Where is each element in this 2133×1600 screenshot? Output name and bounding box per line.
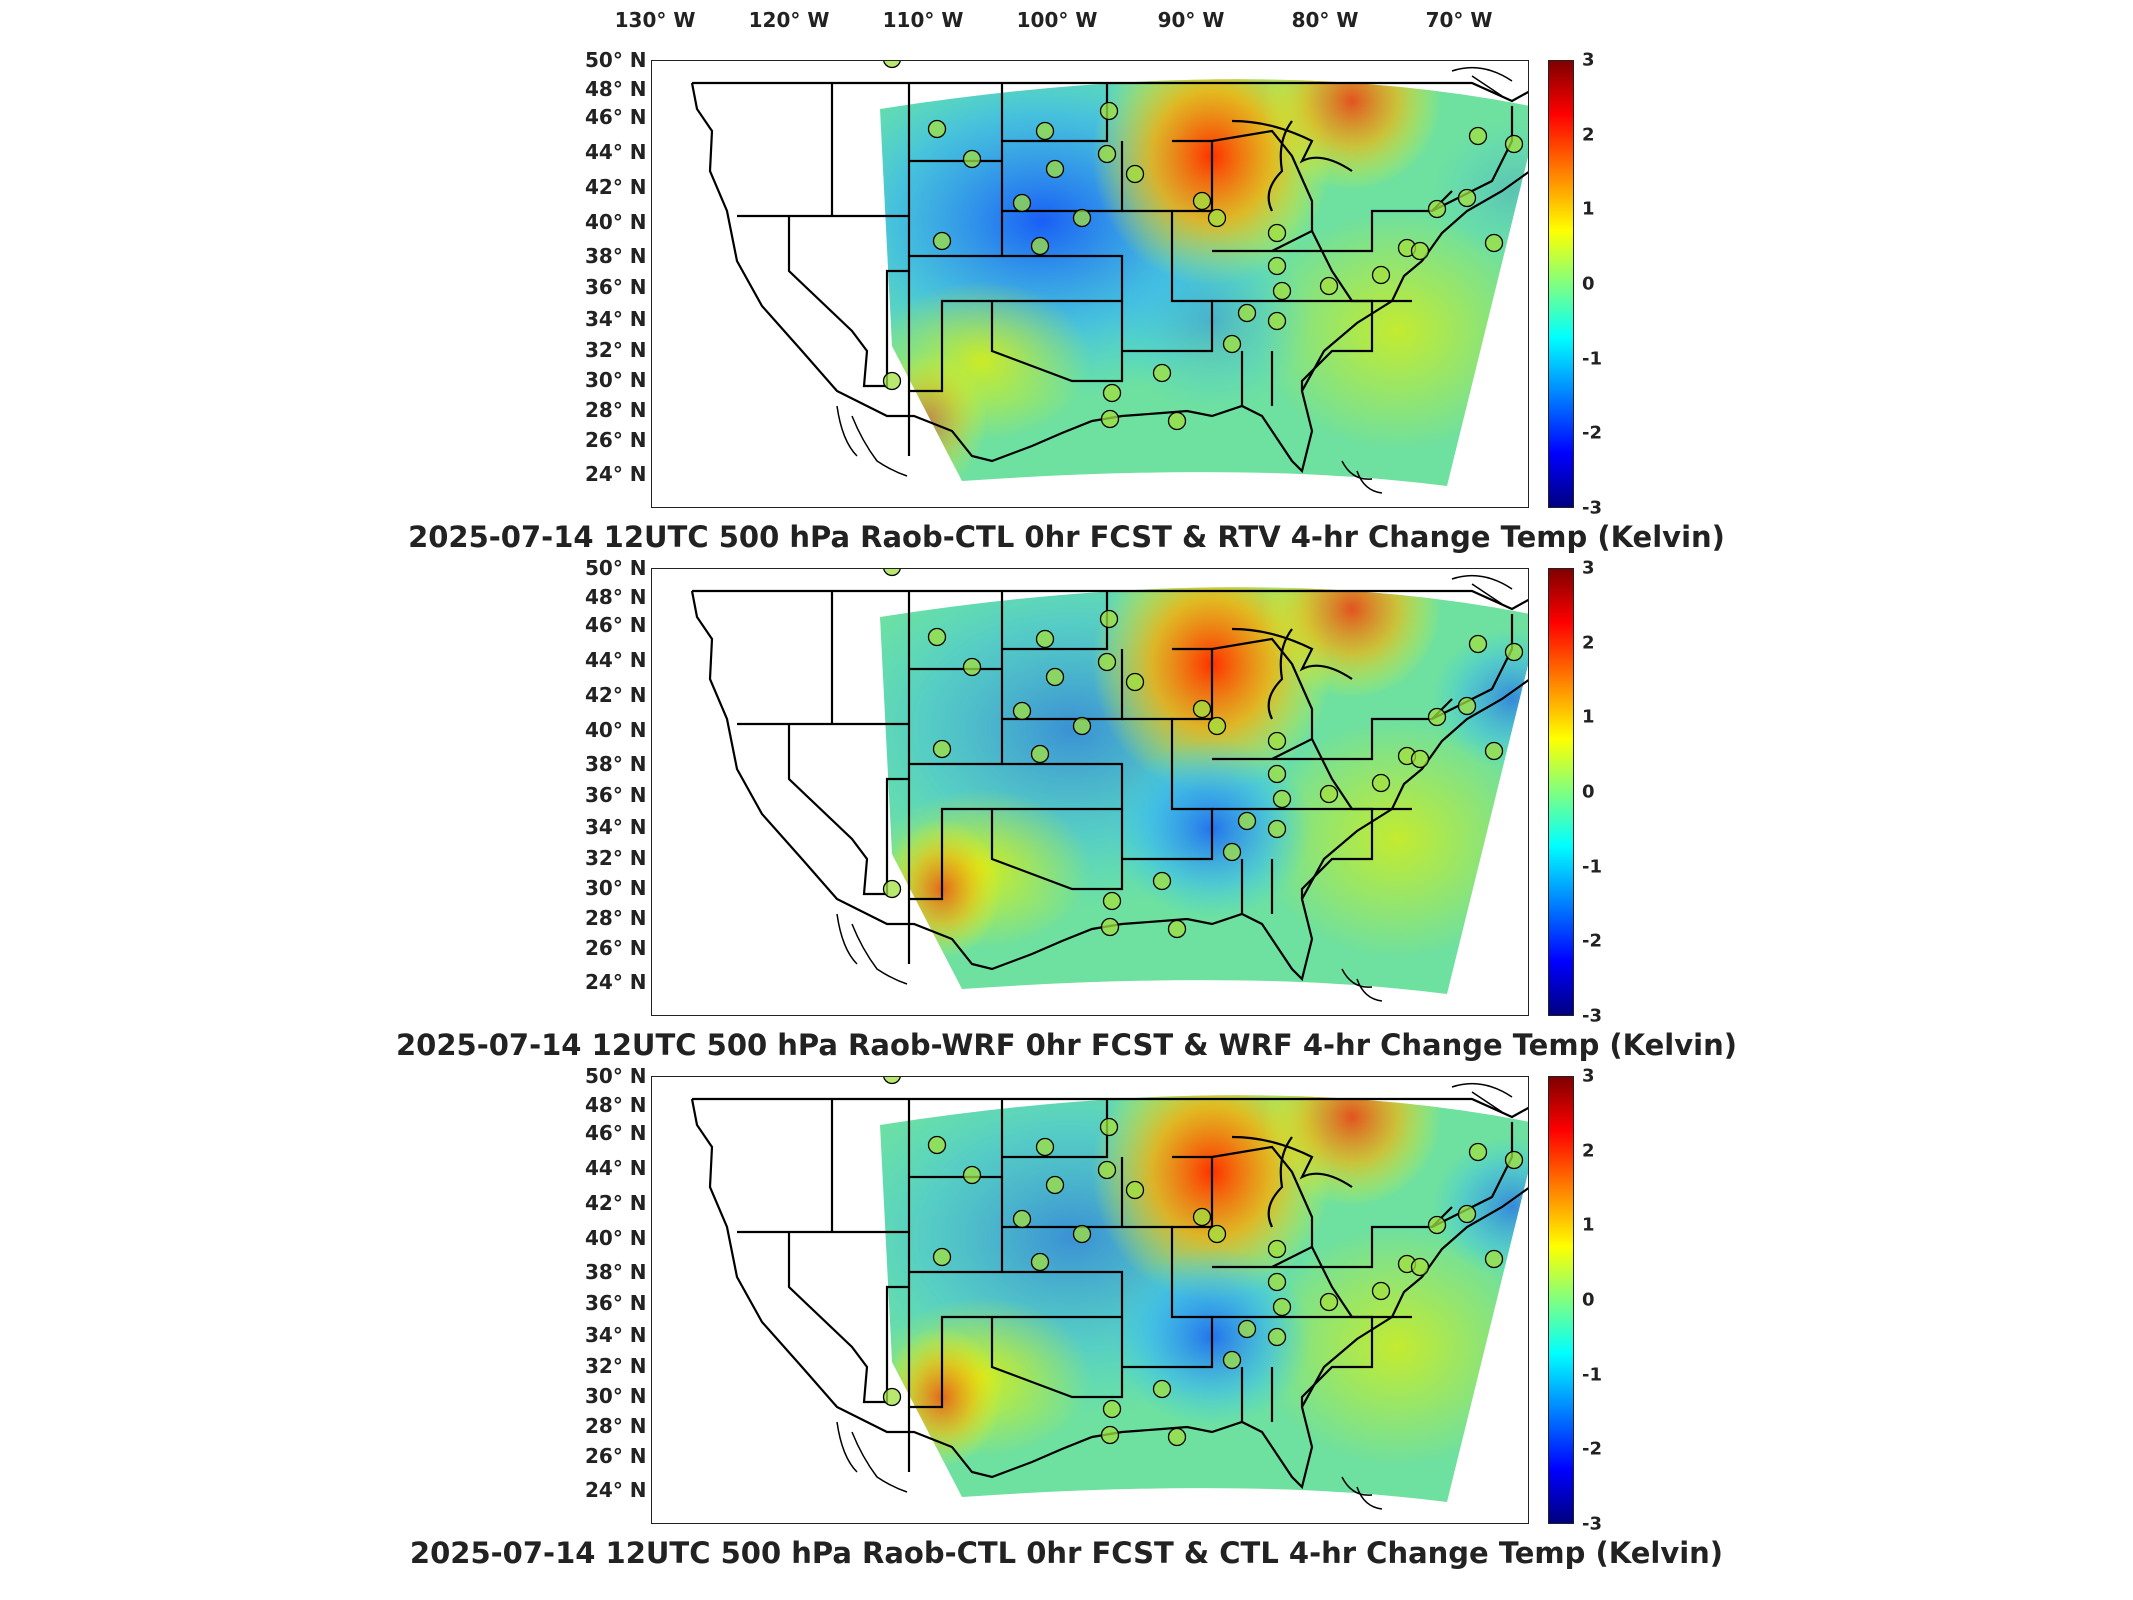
colorbar-tick: 1 [1582,1214,1595,1236]
lat-tick: 34° N [585,815,647,839]
lat-tick: 26° N [585,1444,647,1468]
lat-tick: 42° N [585,1191,647,1215]
map-canvas [690,1077,1528,1510]
lat-tick: 36° N [585,783,647,807]
lat-tick: 40° N [585,718,647,742]
colorbar-tick: -1 [1582,856,1602,878]
lat-tick: 30° N [585,1384,647,1408]
map-panel-1: 50° N 48° N 46° N 44° N 42° N 40° N 38° N 36° N… [0,48,2133,570]
colorbar-tick: 0 [1582,1289,1595,1311]
lat-tick: 44° N [585,1156,647,1180]
lat-tick: 34° N [585,307,647,331]
raob-stations [882,1077,1524,1447]
colorbar-tick: 3 [1582,1065,1595,1087]
colorbar-tick: -2 [1582,930,1602,952]
lat-tick: 34° N [585,1323,647,1347]
lat-tick: 30° N [585,368,647,392]
longitude-axis: 130° W 120° W 110° W 100° W 90° W 80° W … [0,0,2133,40]
lat-tick: 30° N [585,876,647,900]
lon-tick: 130° W [614,8,696,32]
colorbar-tick: -3 [1582,497,1602,519]
colorbar [1548,568,1574,1016]
lat-tick: 42° N [585,683,647,707]
lat-tick: 28° N [585,398,647,422]
colorbar-tick: 2 [1582,1140,1595,1162]
lat-tick: 50° N [585,48,647,72]
lon-tick: 110° W [882,8,964,32]
temperature-map [651,1076,1529,1524]
coastline-islands [836,574,1513,1002]
lat-tick: 28° N [585,906,647,930]
lat-tick: 40° N [585,210,647,234]
lat-tick: 24° N [585,462,647,486]
colorbar-tick: 3 [1582,557,1595,579]
lat-tick: 50° N [585,556,647,580]
state-boundaries [690,1097,1528,1490]
lat-tick: 24° N [585,970,647,994]
lat-tick: 44° N [585,140,647,164]
colorbar-tick: 0 [1582,781,1595,803]
lat-tick: 24° N [585,1478,647,1502]
lat-tick: 42° N [585,175,647,199]
lat-tick: 50° N [585,1064,647,1088]
raob-stations [882,61,1524,431]
lat-tick: 46° N [585,1121,647,1145]
map-canvas [690,569,1528,1002]
lat-tick: 36° N [585,1291,647,1315]
colorbar-tick: -1 [1582,348,1602,370]
lat-tick: 40° N [585,1226,647,1250]
temperature-map [651,568,1529,1016]
lat-tick: 48° N [585,77,647,101]
lat-tick: 44° N [585,648,647,672]
lon-tick: 70° W [1425,8,1493,32]
colorbar-tick: 2 [1582,632,1595,654]
temperature-map [651,60,1529,508]
colorbar [1548,1076,1574,1524]
colorbar-tick: -1 [1582,1364,1602,1386]
lat-tick: 32° N [585,338,647,362]
lat-tick: 46° N [585,613,647,637]
lat-tick: 46° N [585,105,647,129]
panel-title: 2025-07-14 12UTC 500 hPa Raob-CTL 0hr FC… [408,520,1725,554]
colorbar-tick: 0 [1582,273,1595,295]
lon-tick: 120° W [748,8,830,32]
lat-tick: 38° N [585,1260,647,1284]
colorbar-tick: -3 [1582,1513,1602,1535]
panel-title: 2025-07-14 12UTC 500 hPa Raob-WRF 0hr FC… [395,1028,1737,1062]
map-panel-3: 50° N 48° N 46° N 44° N 42° N 40° N 38° N 36° N… [0,1064,2133,1586]
state-boundaries [690,81,1528,474]
colorbar [1548,60,1574,508]
colorbar-tick: 1 [1582,706,1595,728]
map-panel-2: 50° N 48° N 46° N 44° N 42° N 40° N 38° N 36° N… [0,556,2133,1078]
lat-tick: 36° N [585,275,647,299]
colorbar-tick: -2 [1582,422,1602,444]
raob-stations [882,569,1524,939]
colorbar-tick: -2 [1582,1438,1602,1460]
colorbar-tick: 1 [1582,198,1595,220]
state-boundaries [690,589,1528,982]
coastline-islands [836,66,1513,494]
lat-tick: 26° N [585,936,647,960]
lat-tick: 48° N [585,585,647,609]
lon-tick: 90° W [1157,8,1225,32]
temperature-field [880,79,1528,486]
lat-tick: 32° N [585,846,647,870]
lat-tick: 26° N [585,428,647,452]
temperature-field [880,587,1528,994]
temperature-field [880,1095,1528,1502]
lat-tick: 38° N [585,752,647,776]
map-canvas [690,61,1528,494]
colorbar-tick: -3 [1582,1005,1602,1027]
colorbar-tick: 2 [1582,124,1595,146]
colorbar-tick: 3 [1582,49,1595,71]
lon-tick: 100° W [1016,8,1098,32]
panel-title: 2025-07-14 12UTC 500 hPa Raob-CTL 0hr FC… [409,1536,1724,1570]
lon-tick: 80° W [1291,8,1359,32]
lat-tick: 28° N [585,1414,647,1438]
coastline-islands [836,1082,1513,1510]
lat-tick: 48° N [585,1093,647,1117]
lat-tick: 38° N [585,244,647,268]
lat-tick: 32° N [585,1354,647,1378]
